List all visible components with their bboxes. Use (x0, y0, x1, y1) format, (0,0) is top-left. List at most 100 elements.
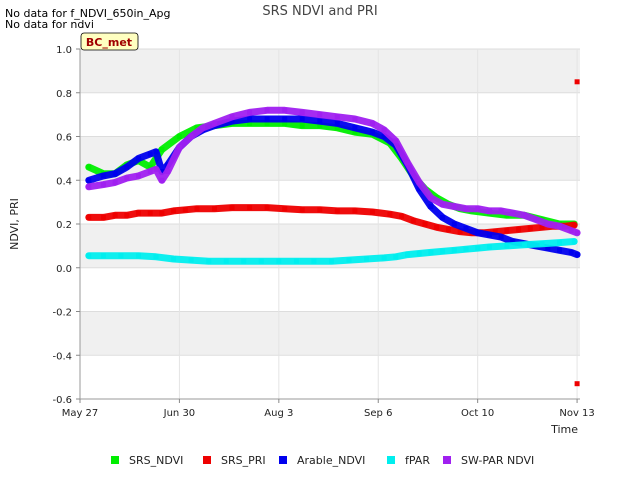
data-point-srs-ndvi (159, 147, 165, 153)
data-point-arable-ndvi (352, 125, 358, 131)
data-point-arable-ndvi (229, 118, 235, 124)
data-point-srs-pri (574, 79, 580, 85)
data-point-sw-par-ndvi (200, 125, 206, 131)
data-point-srs-pri (299, 207, 305, 213)
legend-item-arable-ndvi: Arable_NDVI (279, 454, 365, 467)
data-point-sw-par-ndvi (86, 184, 92, 190)
x-tick-label: Jun 30 (163, 408, 196, 419)
data-point-sw-par-ndvi (153, 166, 159, 172)
data-point-fpar (405, 252, 410, 258)
series-sw-par-ndvi (85, 106, 581, 237)
data-point-srs-pri (212, 206, 217, 212)
data-point-arable-ndvi (100, 173, 106, 179)
data-point-fpar (393, 254, 399, 260)
data-point-srs-pri (229, 205, 235, 211)
data-point-srs-pri (492, 229, 498, 235)
site-badge-box (80, 32, 139, 51)
data-point-arable-ndvi (317, 118, 323, 124)
legend-swatch (203, 456, 211, 464)
data-point-srs-pri (539, 224, 545, 230)
data-point-srs-ndvi (176, 134, 182, 139)
data-point-srs-ndvi (299, 123, 305, 129)
y-tick-label: 0.6 (56, 133, 72, 144)
data-point-sw-par-ndvi (416, 179, 422, 185)
data-point-srs-pri (182, 207, 188, 213)
data-point-sw-par-ndvi (568, 228, 574, 234)
y-tick-label: 0.4 (56, 176, 72, 187)
legend-swatch (279, 456, 287, 464)
x-tick-label: Nov 13 (559, 408, 594, 419)
data-point-fpar (557, 240, 562, 246)
data-point-srs-pri (399, 213, 405, 219)
data-point-sw-par-ndvi (282, 107, 288, 113)
data-point-arable-ndvi (545, 245, 551, 251)
data-point-sw-par-ndvi (299, 109, 305, 115)
data-point-fpar (346, 257, 352, 263)
series-layer (85, 79, 581, 387)
data-point-sw-par-ndvi (451, 204, 457, 209)
legend-item-srs-pri: SRS_PRI (203, 454, 266, 467)
data-point-fpar (86, 253, 92, 259)
data-point-arable-ndvi (381, 134, 387, 139)
chart-title: SRS NDVI and PRI (262, 4, 377, 19)
data-point-sw-par-ndvi (574, 230, 580, 236)
data-point-srs-pri (136, 210, 141, 216)
y-tick-label: 0.0 (56, 264, 72, 275)
data-point-srs-ndvi (247, 120, 253, 126)
data-point-fpar (171, 256, 177, 262)
data-point-arable-ndvi (486, 232, 492, 238)
data-point-arable-ndvi (369, 129, 375, 135)
data-point-srs-ndvi (352, 129, 358, 135)
data-point-fpar (504, 243, 510, 249)
series-band-sw-par-ndvi (85, 106, 581, 237)
data-point-sw-par-ndvi (229, 114, 235, 120)
x-axis-label: Time (550, 423, 578, 436)
data-point-fpar (153, 254, 159, 260)
data-point-fpar (486, 244, 492, 250)
data-point-fpar (311, 258, 317, 264)
data-point-sw-par-ndvi (440, 201, 446, 207)
data-point-sw-par-ndvi (212, 120, 217, 126)
data-point-srs-pri (445, 227, 451, 232)
data-point-srs-pri (86, 214, 92, 220)
data-point-sw-par-ndvi (352, 116, 358, 122)
legend-swatch (387, 456, 395, 464)
data-point-sw-par-ndvi (124, 175, 130, 181)
data-point-fpar (206, 258, 212, 264)
legend-swatch (443, 456, 451, 464)
data-point-srs-pri (334, 208, 340, 214)
data-point-arable-ndvi (264, 116, 270, 122)
data-point-arable-ndvi (112, 171, 118, 177)
data-point-fpar (293, 258, 299, 264)
data-point-fpar (539, 241, 545, 247)
data-point-fpar (416, 251, 422, 256)
data-point-arable-ndvi (416, 186, 422, 192)
data-point-sw-par-ndvi (165, 169, 171, 174)
data-point-srs-pri (194, 206, 200, 212)
data-point-srs-pri (369, 209, 375, 215)
x-tick-label: Oct 10 (461, 408, 494, 419)
data-point-sw-par-ndvi (498, 208, 504, 214)
data-point-arable-ndvi (475, 230, 481, 236)
data-point-fpar (428, 249, 434, 255)
data-point-srs-pri (159, 210, 165, 216)
data-point-sw-par-ndvi (475, 206, 481, 212)
data-point-fpar (241, 258, 247, 264)
data-point-srs-pri (422, 221, 428, 227)
data-point-sw-par-ndvi (136, 173, 141, 179)
data-point-sw-par-ndvi (405, 160, 410, 166)
data-point-fpar (381, 255, 387, 261)
data-point-fpar (100, 253, 106, 259)
data-point-arable-ndvi (159, 169, 165, 174)
data-point-srs-ndvi (317, 123, 323, 129)
y-tick-label: -0.2 (52, 308, 72, 319)
data-point-srs-pri (282, 206, 288, 212)
data-point-srs-pri (457, 229, 463, 235)
data-point-arable-ndvi (568, 249, 574, 255)
y-tick-label: 0.2 (56, 220, 72, 231)
data-point-srs-ndvi (147, 164, 153, 170)
data-point-sw-par-ndvi (188, 134, 194, 139)
y-tick-label: -0.6 (52, 395, 72, 406)
x-tick-label: Aug 3 (264, 408, 293, 419)
